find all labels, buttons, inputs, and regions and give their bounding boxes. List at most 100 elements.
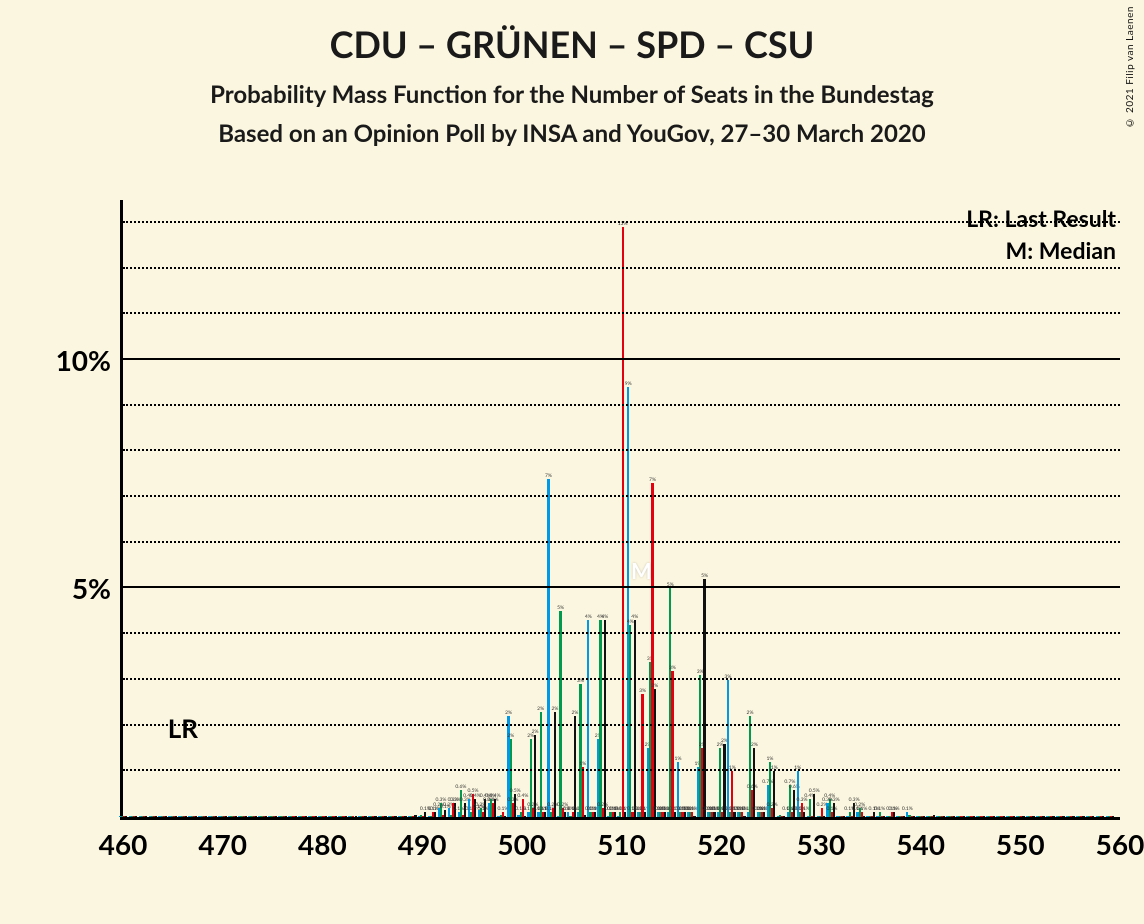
x-axis-label: 460 <box>99 817 148 861</box>
bar <box>993 816 995 817</box>
bar-value-label: 2% <box>571 710 578 716</box>
chart-area: LR: Last Result M: Median 0.1%0.1%0.1%0.… <box>60 200 1120 880</box>
gridline-minor <box>123 267 1120 269</box>
bar: 4% <box>634 620 636 817</box>
chart-subtitle-2: Based on an Opinion Poll by INSA and You… <box>0 119 1144 148</box>
bar: 7% <box>547 479 549 817</box>
bar <box>175 816 177 817</box>
bar: 0.4% <box>809 799 811 817</box>
bar: 5% <box>703 579 705 817</box>
bar <box>384 816 386 817</box>
bar <box>355 816 357 817</box>
bar-value-label: 0.4% <box>490 793 501 799</box>
bar-value-label: 7% <box>545 473 552 479</box>
bar-value-label: 0.1% <box>874 806 885 812</box>
bar: 2% <box>574 716 576 817</box>
bar-value-label: 2% <box>532 729 539 735</box>
gridline-minor <box>123 495 1120 497</box>
x-axis-label: 520 <box>697 817 746 861</box>
bar <box>693 816 695 817</box>
bar <box>394 816 396 817</box>
x-axis-label: 510 <box>597 817 646 861</box>
bar <box>364 816 366 817</box>
x-axis-label: 500 <box>497 817 546 861</box>
bar-value-label: 5% <box>557 605 564 611</box>
bar: 3% <box>654 689 656 817</box>
bar: 0.1% <box>873 812 875 817</box>
bar: 3% <box>671 671 673 817</box>
bar: 2% <box>534 735 536 817</box>
bar-value-label: 4% <box>631 614 638 620</box>
bar: 4% <box>604 620 606 817</box>
bar: 4% <box>599 620 601 817</box>
bar <box>1092 816 1094 817</box>
bar <box>295 816 297 817</box>
bar <box>1052 816 1054 817</box>
x-axis-label: 470 <box>198 817 247 861</box>
bar: 1% <box>582 767 584 817</box>
bar <box>973 816 975 817</box>
bar-value-label: 0.4% <box>517 793 528 799</box>
bar-value-label: 2% <box>505 710 512 716</box>
bar-value-label: 3% <box>669 665 676 671</box>
bar-value-label: 2% <box>507 733 514 739</box>
bar: 3% <box>641 694 643 817</box>
bar-value-label: 0.1% <box>888 806 899 812</box>
bar <box>275 816 277 817</box>
bar <box>1072 816 1074 817</box>
bar-value-label: 4% <box>601 614 608 620</box>
bar <box>185 816 187 817</box>
bar-value-label: 0.1% <box>826 806 837 812</box>
bar: 2% <box>554 712 556 817</box>
gridline-minor <box>123 632 1120 634</box>
gridline-minor <box>123 221 1120 223</box>
x-axis-label: 540 <box>896 817 945 861</box>
bar: 3% <box>727 680 729 817</box>
gridline-minor <box>123 449 1120 451</box>
bar-value-label: 2% <box>537 706 544 712</box>
bar: 4% <box>587 620 589 817</box>
bar-value-label: 2% <box>552 706 559 712</box>
bar-value-label: 2% <box>747 710 754 716</box>
median-marker: M <box>631 557 652 584</box>
bar: 5% <box>559 611 561 817</box>
bar: 0.1% <box>893 812 895 817</box>
gridline-minor <box>123 312 1120 314</box>
gridline-major <box>123 358 1120 360</box>
bar <box>1082 816 1084 817</box>
bar-value-label: 0.1% <box>453 806 464 812</box>
bar <box>155 816 157 817</box>
bar-value-label: 4% <box>585 614 592 620</box>
bar-value-label: 0.6% <box>455 784 466 790</box>
bar-value-label: 1% <box>579 761 586 767</box>
bar-value-label: 7% <box>649 477 656 483</box>
x-axis-label: 490 <box>398 817 447 861</box>
bar-value-label: 9% <box>625 381 632 387</box>
gridline-minor <box>123 769 1120 771</box>
bar <box>584 815 586 817</box>
x-axis-label: 530 <box>797 817 846 861</box>
gridline-minor <box>123 541 1120 543</box>
bar-value-label: 0.7% <box>762 779 773 785</box>
chart-title: CDU – GRÜNEN – SPD – CSU <box>0 22 1144 66</box>
bar: 0.1% <box>594 812 596 817</box>
lr-marker: LR <box>168 712 198 744</box>
bar <box>265 816 267 817</box>
bar-value-label: 1% <box>675 756 682 762</box>
gridline-major <box>123 586 1120 588</box>
bar: 0.1% <box>763 812 765 817</box>
bar: 13% <box>622 227 624 817</box>
bar-value-label: 3% <box>651 683 658 689</box>
bar-value-label: 3% <box>639 688 646 694</box>
gridline-minor <box>123 678 1120 680</box>
bar-value-label: 0.1% <box>902 806 913 812</box>
bar-value-label: 0.6% <box>747 784 758 790</box>
bar: 0.1% <box>444 810 446 817</box>
bar <box>963 816 965 817</box>
bar <box>863 816 865 817</box>
copyright-text: © 2021 Filip van Laenen <box>1124 6 1136 129</box>
bar-value-label: 5% <box>701 573 708 579</box>
bar: 0.6% <box>793 790 795 817</box>
bar-value-label: 1% <box>766 756 773 762</box>
bar <box>883 816 885 817</box>
